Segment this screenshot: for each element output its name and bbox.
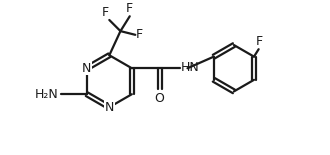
Text: HN: HN <box>181 61 200 74</box>
Text: H₂N: H₂N <box>34 88 58 101</box>
Text: F: F <box>256 35 263 48</box>
Text: F: F <box>101 6 108 19</box>
Text: O: O <box>155 92 165 105</box>
Text: F: F <box>126 2 133 15</box>
Text: F: F <box>136 28 143 41</box>
Text: N: N <box>82 62 91 75</box>
Text: N: N <box>105 101 114 114</box>
